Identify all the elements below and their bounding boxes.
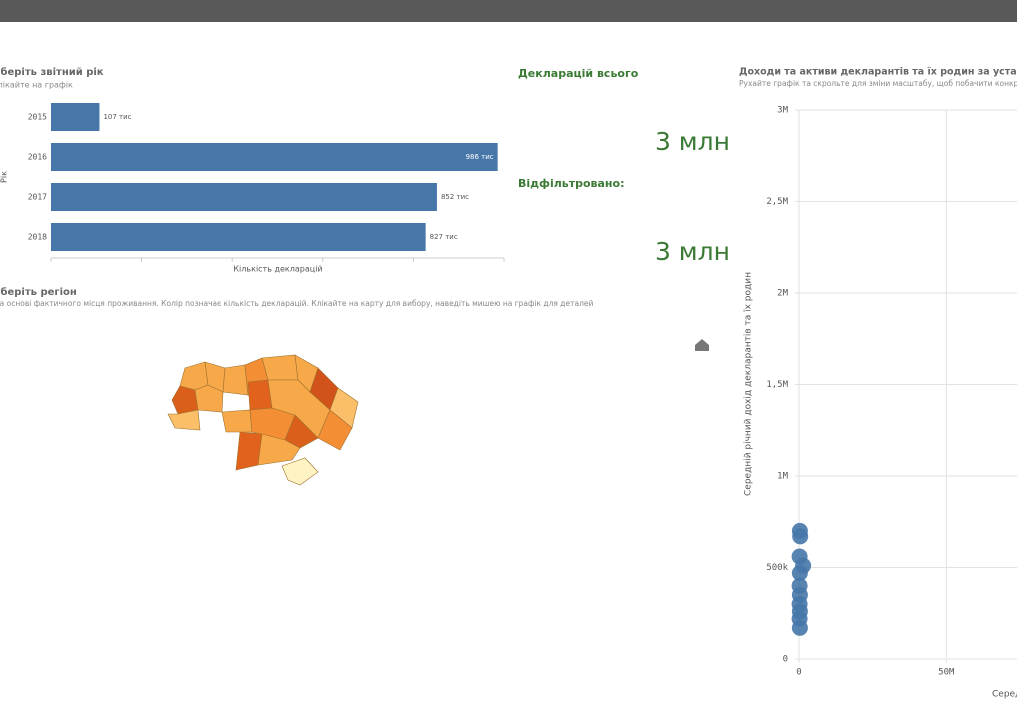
y-tick-label: 2,5M	[766, 197, 788, 207]
value-label: 827 тис	[430, 233, 458, 241]
y-tick-label: 3M	[777, 106, 788, 116]
y-tick-label: 1M	[777, 472, 788, 482]
point[interactable]	[791, 564, 808, 581]
bar[interactable]	[51, 143, 498, 171]
x-tick-label: 50M	[938, 668, 955, 678]
year-subtitle: Клікайте на графік	[0, 81, 73, 90]
kpi-total-value: 3 млн	[655, 127, 730, 156]
year-y-label: Рік	[0, 171, 9, 183]
y-tick-label: 2017	[28, 193, 47, 202]
kpi-filtered-value: 3 млн	[655, 237, 730, 266]
region-title: Оберіть регіон	[0, 286, 77, 298]
y-tick-label: 2018	[28, 233, 47, 242]
region[interactable]	[179, 361, 209, 391]
region[interactable]	[281, 457, 319, 486]
value-label: 852 тис	[441, 193, 469, 201]
point[interactable]	[791, 619, 808, 636]
y-tick-label: 0	[783, 655, 788, 665]
region[interactable]	[222, 364, 249, 396]
region[interactable]	[167, 409, 201, 431]
region[interactable]	[317, 409, 353, 451]
y-tick-label: 2M	[777, 289, 788, 299]
scatter-title: Доходи та активи декларантів та їх родин…	[739, 67, 1017, 78]
bar[interactable]	[51, 103, 100, 131]
region[interactable]	[261, 354, 299, 381]
scatter-y-label: Середній річний дохід декларантів та їх …	[744, 272, 754, 496]
year-x-label: Кількість декларацій	[233, 265, 322, 274]
region[interactable]	[221, 409, 253, 433]
value-label: 986 тис	[466, 153, 494, 161]
ukraine-map[interactable]	[167, 354, 359, 486]
x-tick-label: 0	[796, 668, 801, 678]
top-bar	[0, 0, 1017, 22]
region-subtitle: На основі фактичного місця проживання. К…	[0, 299, 593, 308]
kpi-total-label: Декларацій всього	[518, 67, 639, 80]
region[interactable]	[194, 384, 224, 413]
scatter-x-label: Серед	[992, 690, 1017, 700]
home-icon[interactable]	[695, 339, 709, 351]
point[interactable]	[792, 528, 809, 545]
scatter-subtitle: Рухайте графік та скрольте для зміни мас…	[739, 79, 1017, 88]
region[interactable]	[257, 433, 301, 466]
year-title: Оберіть звітний рік	[0, 66, 104, 78]
y-tick-label: 2016	[28, 153, 47, 162]
y-tick-label: 1,5M	[766, 380, 788, 390]
y-tick-label: 2015	[28, 113, 47, 122]
bar[interactable]	[51, 223, 426, 251]
kpi-filtered-label: Відфільтровано:	[518, 177, 624, 190]
region[interactable]	[171, 385, 199, 415]
value-label: 107 тис	[103, 113, 131, 121]
bar[interactable]	[51, 183, 437, 211]
y-tick-label: 500k	[766, 563, 788, 573]
